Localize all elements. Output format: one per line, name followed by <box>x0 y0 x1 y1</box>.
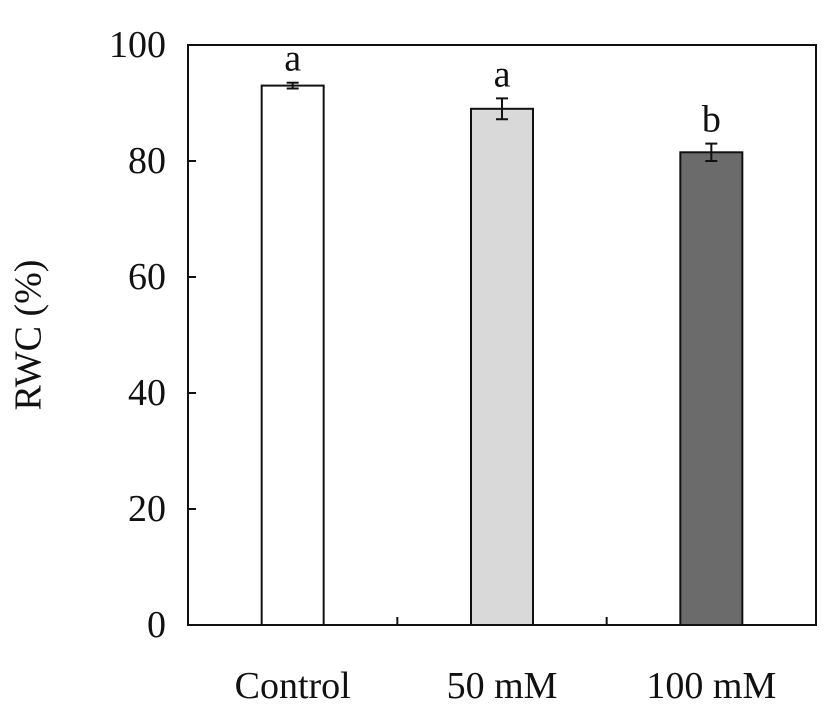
bar-0 <box>260 84 325 627</box>
x-category-label-0: Control <box>235 665 351 707</box>
error-bar-0 <box>286 81 299 90</box>
significance-letter-1: a <box>494 53 511 95</box>
y-tick-label-80: 80 <box>128 140 166 182</box>
significance-letter-2: b <box>702 99 721 141</box>
x-category-label-2: 100 mM <box>646 665 776 707</box>
bar-1 <box>470 107 534 627</box>
bars: a a b <box>260 38 744 627</box>
x-category-label-1: 50 mM <box>447 665 558 707</box>
y-tick-label-20: 20 <box>128 488 166 530</box>
error-bar-2 <box>705 142 718 162</box>
plot-frame <box>187 44 817 626</box>
error-bar-1 <box>496 97 508 121</box>
y-axis-title: RWC (%) <box>8 260 50 411</box>
y-tick-label-0: 0 <box>147 604 166 646</box>
significance-letter-0: a <box>284 38 301 80</box>
bar-2 <box>679 151 744 627</box>
y-axis-ticks: 0 20 40 60 80 100 <box>109 24 196 646</box>
x-axis-labels: Control 50 mM 100 mM <box>235 617 776 707</box>
y-tick-label-60: 60 <box>128 256 166 298</box>
y-tick-label-40: 40 <box>128 372 166 414</box>
y-tick-label-100: 100 <box>109 24 166 66</box>
